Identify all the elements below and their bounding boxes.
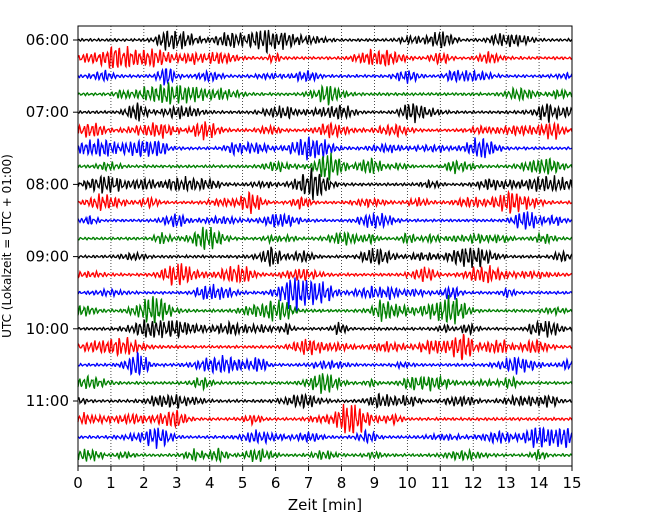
x-tick-label-2: 2 bbox=[139, 474, 149, 492]
trace-06:00 bbox=[77, 29, 573, 55]
trace-11:45 bbox=[77, 447, 573, 464]
trace-10:00 bbox=[77, 319, 573, 339]
trace-07:00 bbox=[77, 102, 573, 124]
trace-07:45 bbox=[77, 152, 573, 181]
trace-07:15 bbox=[77, 121, 573, 141]
trace-08:30 bbox=[77, 211, 573, 230]
trace-11:30 bbox=[77, 426, 573, 449]
y-tick-label-10:00: 10:00 bbox=[26, 320, 69, 338]
trace-10:45 bbox=[77, 373, 573, 394]
y-axis-ticks: 06:00 07:00 08:00 09:00 10:00 11:00 bbox=[26, 31, 78, 410]
x-tick-label-13: 13 bbox=[497, 474, 516, 492]
trace-11:00 bbox=[77, 392, 573, 410]
trace-06:30 bbox=[77, 67, 573, 86]
x-tick-label-6: 6 bbox=[271, 474, 281, 492]
x-tick-label-14: 14 bbox=[530, 474, 549, 492]
x-tick-label-15: 15 bbox=[562, 474, 581, 492]
x-tick-label-1: 1 bbox=[106, 474, 116, 492]
x-tick-label-7: 7 bbox=[304, 474, 314, 492]
x-tick-label-5: 5 bbox=[238, 474, 248, 492]
trace-06:45 bbox=[77, 82, 573, 106]
trace-08:45 bbox=[77, 226, 573, 250]
x-tick-label-9: 9 bbox=[370, 474, 380, 492]
y-tick-label-09:00: 09:00 bbox=[26, 248, 69, 266]
x-tick-label-12: 12 bbox=[464, 474, 483, 492]
trace-07:30 bbox=[77, 136, 573, 161]
trace-10:15 bbox=[77, 333, 573, 361]
y-tick-label-08:00: 08:00 bbox=[26, 175, 69, 193]
x-tick-label-8: 8 bbox=[337, 474, 347, 492]
y-tick-label-06:00: 06:00 bbox=[26, 31, 69, 49]
trace-09:30 bbox=[77, 277, 573, 313]
x-tick-label-10: 10 bbox=[398, 474, 417, 492]
trace-09:00 bbox=[77, 246, 573, 268]
y-tick-label-11:00: 11:00 bbox=[26, 392, 69, 410]
y-axis-label: UTC (Lokalzeit = UTC + 01:00) bbox=[0, 154, 14, 338]
y-tick-label-07:00: 07:00 bbox=[26, 103, 69, 121]
trace-09:45 bbox=[77, 294, 573, 325]
trace-11:15 bbox=[77, 403, 573, 434]
seismic-traces bbox=[77, 29, 573, 464]
trace-09:15 bbox=[77, 263, 573, 286]
x-axis-ticks: 0 1 2 3 4 5 6 7 8 9 10 11 12 13 14 15 bbox=[73, 466, 582, 492]
trace-08:00 bbox=[77, 167, 573, 201]
x-tick-label-0: 0 bbox=[73, 474, 83, 492]
plot-frame bbox=[77, 25, 573, 467]
x-tick-label-4: 4 bbox=[205, 474, 215, 492]
trace-10:30 bbox=[77, 351, 573, 377]
grid-lines bbox=[110, 26, 540, 466]
x-tick-label-3: 3 bbox=[172, 474, 182, 492]
x-tick-label-11: 11 bbox=[431, 474, 450, 492]
trace-06:15 bbox=[77, 45, 573, 69]
x-axis-label: Zeit [min] bbox=[288, 496, 362, 514]
trace-08:15 bbox=[77, 189, 573, 214]
